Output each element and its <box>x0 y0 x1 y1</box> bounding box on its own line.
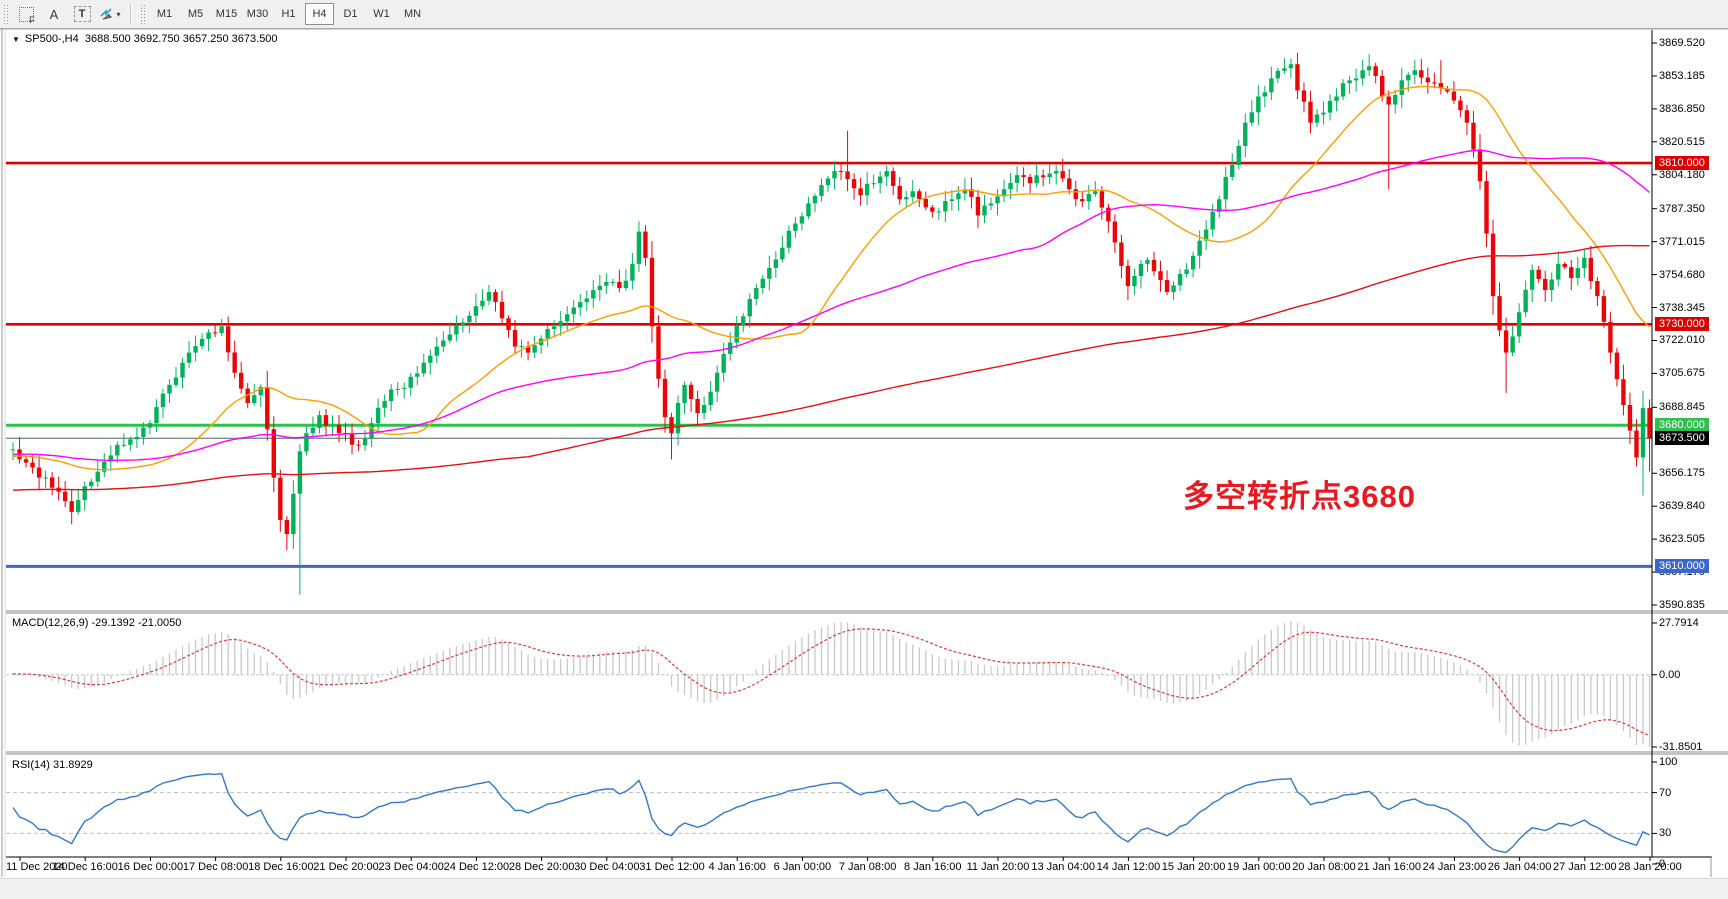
price-level-badge: 3610.000 <box>1655 559 1709 574</box>
moving-average-24 <box>12 85 1650 471</box>
indicator-window-icon: F <box>18 6 35 25</box>
rsi-axis-label: 30 <box>1659 827 1672 840</box>
price-axis-label: 3869.520 <box>1659 37 1705 49</box>
time-axis-label: 20 Jan 08:00 <box>1292 861 1356 873</box>
rsi-line <box>12 772 1650 854</box>
time-axis-label: 21 Jan 16:00 <box>1357 861 1421 873</box>
price-axis-label: 3754.680 <box>1659 268 1705 281</box>
time-axis-label: 14 Jan 12:00 <box>1096 861 1161 873</box>
time-axis-label: 11 Dec 2020 <box>6 861 68 873</box>
moving-average-200 <box>12 244 1650 491</box>
macd-axis-label: -31.8501 <box>1659 741 1703 753</box>
macd-indicator-label: MACD(12,26,9) -29.1392 -21.0050 <box>12 617 182 629</box>
timeframe-button-group: M1 M5 M15 M30 H1 H4 D1 W1 MN <box>149 3 428 25</box>
price-axis-label: 3688.845 <box>1659 401 1705 414</box>
time-axis-label: 8 Jan 16:00 <box>904 861 962 873</box>
macd-signal-line <box>12 628 1650 737</box>
time-axis-label: 30 Dec 04:00 <box>574 861 640 873</box>
price-axis-label: 3705.675 <box>1659 367 1705 380</box>
time-axis-label: 28 Dec 20:00 <box>508 861 575 873</box>
rsi-axis-label: 70 <box>1659 786 1672 799</box>
expander-triangle-icon[interactable]: ▼ <box>12 35 20 44</box>
dropdown-caret-icon: ▾ <box>116 9 121 19</box>
arrows-icon <box>100 8 113 20</box>
macd-axis-label: 27.7914 <box>1659 617 1699 629</box>
price-axis-label: 3656.175 <box>1659 467 1705 480</box>
window-bottom-strip <box>0 878 1728 899</box>
price-axis-label: 3804.180 <box>1659 168 1705 181</box>
time-axis-label: 13 Jan 04:00 <box>1031 861 1095 873</box>
price-level-badge: 3810.000 <box>1655 156 1709 171</box>
price-level-badge: 3673.500 <box>1655 431 1709 446</box>
time-axis-label: 24 Jan 23:00 <box>1422 861 1487 873</box>
time-axis-label: 28 Jan 20:00 <box>1618 861 1682 873</box>
timeframe-button-m1[interactable]: M1 <box>156 8 173 20</box>
time-axis-label: 15 Jan 20:00 <box>1161 861 1226 873</box>
time-axis-label: 24 Dec 12:00 <box>443 861 510 873</box>
arrow-objects-tool-button[interactable]: ▾ <box>97 2 123 26</box>
rsi-indicator-label: RSI(14) 31.8929 <box>12 759 93 771</box>
price-axis-label: 3639.840 <box>1659 500 1705 513</box>
time-axis-label: 21 Dec 20:00 <box>313 861 379 873</box>
toolbar: F A T ▾ M1 M5 M15 M30 H1 H4 D1 W1 MN <box>0 0 1728 29</box>
timeframe-button-d1[interactable]: D1 <box>343 8 358 20</box>
chart-text-annotation[interactable]: 多空转折点3680 <box>1183 479 1416 514</box>
timeframe-button-h4[interactable]: H4 <box>305 3 334 25</box>
macd-axis-label: 0.00 <box>1659 668 1681 681</box>
timeframe-button-w1[interactable]: W1 <box>373 8 390 20</box>
text-label-icon: A <box>49 6 59 22</box>
text-box-icon: T <box>73 6 91 22</box>
time-axis-label: 27 Jan 12:00 <box>1552 861 1617 873</box>
macd-histogram <box>12 621 1651 747</box>
price-axis-label: 3836.850 <box>1659 102 1705 115</box>
price-axis-label: 3590.835 <box>1659 599 1705 611</box>
timeframe-button-h1[interactable]: H1 <box>281 8 296 20</box>
time-axis-label: 17 Dec 08:00 <box>182 861 249 873</box>
time-axis-label: 14 Dec 16:00 <box>52 861 118 873</box>
time-axis-label: 6 Jan 00:00 <box>773 861 832 873</box>
time-axis-label: 19 Jan 00:00 <box>1226 861 1291 873</box>
toolbar-separator <box>130 4 131 24</box>
price-axis-label: 3722.010 <box>1659 334 1705 347</box>
time-axis-label: 7 Jan 08:00 <box>838 861 897 873</box>
candles-layer <box>10 52 1652 595</box>
timeframe-button-m5[interactable]: M5 <box>187 8 204 20</box>
crosshair-grid-tool-button[interactable]: F <box>13 2 39 26</box>
ohlc-readout: 3688.500 3692.750 3657.250 3673.500 <box>84 33 278 45</box>
timeframe-button-m15[interactable]: M15 <box>215 8 238 20</box>
time-axis-label: 18 Dec 16:00 <box>248 861 314 873</box>
rsi-axis-label: 0 <box>1659 858 1666 870</box>
time-axis-label: 31 Dec 12:00 <box>639 861 705 873</box>
time-axis-label: 11 Jan 20:00 <box>966 861 1030 873</box>
time-axis-label: 26 Jan 04:00 <box>1487 861 1552 873</box>
text-box-tool-button[interactable]: T <box>69 2 95 26</box>
price-axis-label: 3853.185 <box>1659 69 1705 82</box>
price-axis-label: 3787.350 <box>1659 202 1705 215</box>
price-axis-label: 3738.345 <box>1659 301 1705 314</box>
price-level-badge: 3730.000 <box>1655 317 1709 332</box>
price-axis-label: 3820.515 <box>1659 135 1705 148</box>
timeframe-toolbar-grip[interactable] <box>140 4 146 24</box>
timeframe-button-mn[interactable]: MN <box>403 8 422 20</box>
chart-symbol-title: ▼ SP500-,H4 3688.500 3692.750 3657.250 36… <box>12 33 278 45</box>
price-level-badge: 3680.000 <box>1655 418 1709 433</box>
time-axis-label: 16 Dec 00:00 <box>117 861 184 873</box>
moving-average-60 <box>13 149 1650 462</box>
time-axis-label: 4 Jan 16:00 <box>708 861 766 873</box>
price-axis-label: 3623.505 <box>1659 533 1705 546</box>
timeframe-button-m30[interactable]: M30 <box>246 8 269 20</box>
toolbar-grip[interactable] <box>3 4 9 24</box>
rsi-axis-label: 100 <box>1659 756 1678 768</box>
text-label-tool-button[interactable]: A <box>41 2 67 26</box>
time-axis-label: 23 Dec 04:00 <box>378 861 444 873</box>
symbol-name: SP500-,H4 <box>24 33 79 45</box>
price-axis-label: 3771.015 <box>1659 235 1705 248</box>
